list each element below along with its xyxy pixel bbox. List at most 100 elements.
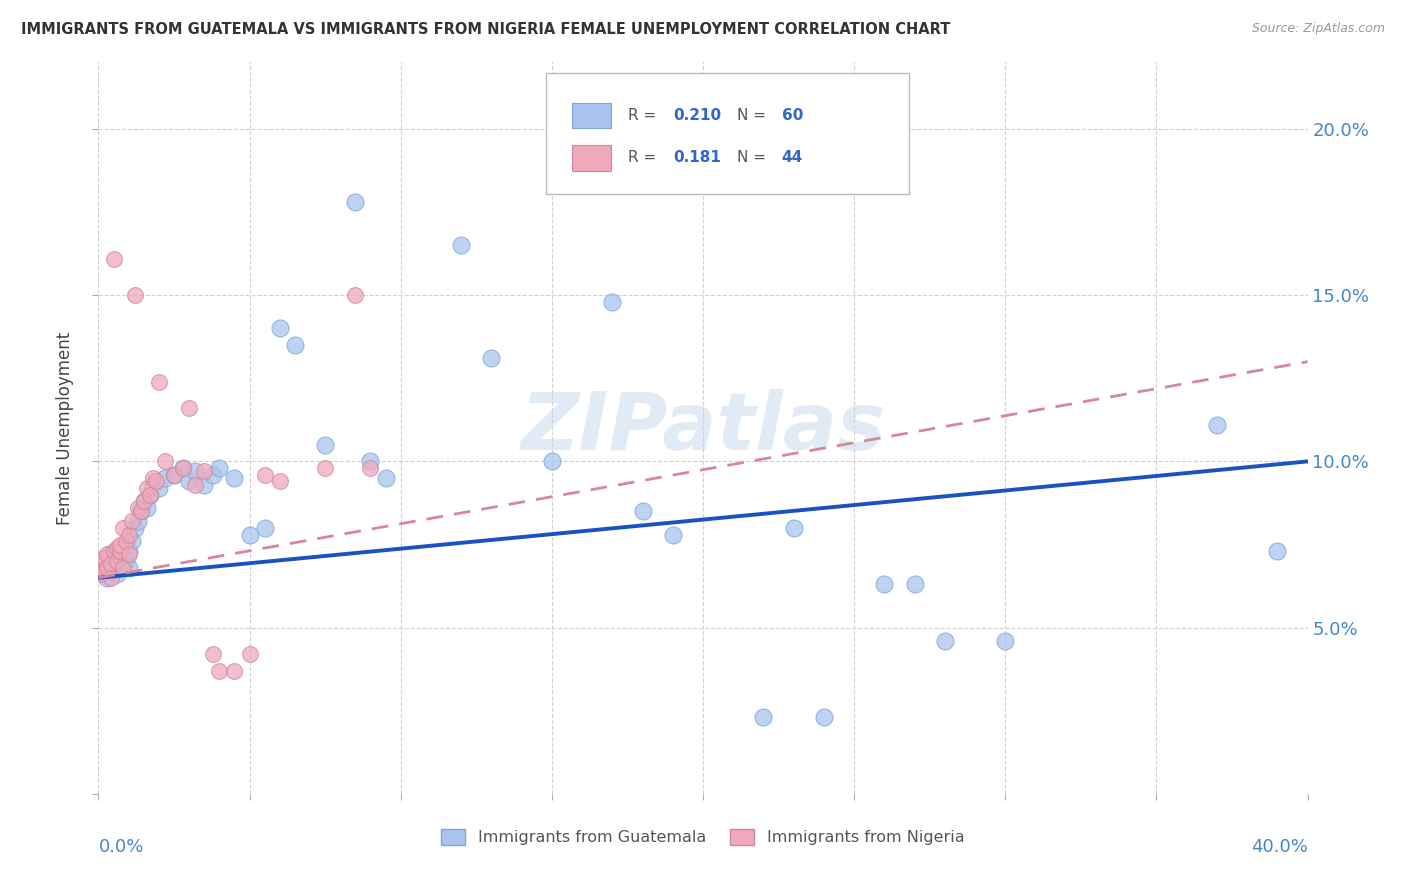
Point (540, 454, 562, 468)
Point (284, 338, 307, 352)
Point (96, 554, 118, 568)
Point (602, 294, 624, 309)
FancyBboxPatch shape (546, 73, 908, 194)
Point (105, 554, 128, 568)
Point (752, 710, 775, 724)
Point (118, 561, 141, 575)
Point (253, 467, 276, 482)
Text: ZIPatlas: ZIPatlas (520, 389, 886, 467)
Point (139, 488, 162, 502)
Text: N =: N = (737, 108, 770, 122)
Point (111, 561, 134, 575)
Y-axis label: Female Unemployment: Female Unemployment (56, 332, 75, 524)
Point (661, 527, 683, 541)
Point (90, 567, 112, 582)
Point (103, 544, 125, 558)
Point (344, 288, 367, 302)
Point (108, 548, 131, 562)
Point (118, 527, 141, 541)
Point (100, 571, 122, 585)
Point (96, 561, 118, 575)
Text: 0.210: 0.210 (672, 108, 721, 122)
Point (163, 467, 186, 482)
Point (135, 481, 157, 495)
Text: 0.0%: 0.0% (98, 838, 143, 855)
Point (1267, 544, 1289, 558)
Point (208, 664, 231, 678)
Bar (572, 103, 612, 128)
Point (132, 494, 155, 508)
Point (108, 544, 131, 558)
Point (631, 504, 654, 518)
Text: 0.181: 0.181 (672, 150, 721, 165)
Text: Source: ZipAtlas.com: Source: ZipAtlas.com (1251, 22, 1385, 36)
Point (96, 571, 118, 585)
Point (269, 475, 291, 489)
Point (142, 477, 165, 491)
Point (813, 710, 835, 724)
Point (114, 537, 136, 551)
Point (105, 544, 128, 558)
Bar (572, 145, 612, 170)
Point (100, 548, 122, 562)
Point (105, 541, 128, 555)
Point (90, 554, 112, 568)
Legend: Immigrants from Guatemala, Immigrants from Nigeria: Immigrants from Guatemala, Immigrants fr… (434, 822, 972, 852)
Point (153, 471, 176, 485)
Point (360, 454, 382, 468)
Point (253, 521, 276, 535)
Point (103, 558, 125, 572)
Point (103, 252, 125, 266)
Point (184, 477, 207, 491)
Point (129, 504, 152, 518)
Point (118, 544, 141, 558)
Point (114, 534, 136, 549)
Point (105, 567, 128, 582)
Point (314, 438, 336, 452)
Point (121, 514, 143, 528)
Point (239, 527, 262, 541)
Point (127, 514, 149, 528)
Text: 44: 44 (782, 150, 803, 165)
Point (103, 550, 125, 565)
Point (481, 351, 503, 366)
Point (904, 577, 927, 591)
Point (121, 534, 143, 549)
Point (873, 577, 896, 591)
Point (96, 548, 118, 562)
Point (374, 471, 396, 485)
Point (148, 481, 170, 495)
Point (184, 464, 207, 478)
Point (193, 464, 215, 478)
Point (114, 554, 136, 568)
Text: IMMIGRANTS FROM GUATEMALA VS IMMIGRANTS FROM NIGERIA FEMALE UNEMPLOYMENT CORRELA: IMMIGRANTS FROM GUATEMALA VS IMMIGRANTS … (21, 22, 950, 37)
Point (163, 467, 186, 482)
Text: N =: N = (737, 150, 770, 165)
Point (90, 564, 112, 578)
Point (314, 461, 336, 475)
Point (239, 647, 262, 661)
Point (360, 461, 382, 475)
Point (172, 461, 194, 475)
Point (179, 401, 201, 416)
Point (129, 504, 152, 518)
Point (224, 664, 246, 678)
Point (934, 634, 956, 648)
Point (124, 288, 146, 302)
Text: R =: R = (628, 150, 661, 165)
Text: 40.0%: 40.0% (1251, 838, 1308, 855)
Point (135, 500, 157, 515)
Point (93, 564, 115, 578)
Point (111, 541, 134, 555)
Point (132, 494, 155, 508)
Point (111, 521, 134, 535)
Point (783, 521, 806, 535)
Point (193, 477, 215, 491)
Point (118, 548, 141, 562)
Point (93, 561, 115, 575)
Point (111, 558, 134, 572)
Point (224, 471, 246, 485)
Point (148, 375, 170, 389)
Point (153, 454, 176, 468)
Point (202, 467, 225, 482)
